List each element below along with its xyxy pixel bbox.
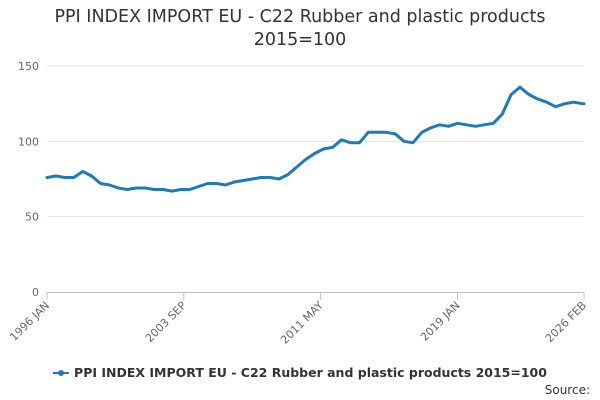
x-tick-label-1: 2003 SEP (143, 299, 189, 345)
chart-title-line-2: 2015=100 (253, 30, 347, 50)
y-tick-label-0: 0 (32, 286, 39, 299)
legend-label: PPI INDEX IMPORT EU - C22 Rubber and pla… (74, 365, 547, 380)
y-tick-label-2: 100 (18, 135, 39, 148)
legend[interactable]: PPI INDEX IMPORT EU - C22 Rubber and pla… (0, 365, 600, 380)
legend-swatch (53, 369, 70, 376)
y-tick-label-1: 50 (25, 211, 39, 224)
x-tick-label-4: 2026 FEB (543, 299, 589, 345)
chart-title-line-1: PPI INDEX IMPORT EU - C22 Rubber and pla… (54, 7, 546, 27)
source-label: Source: (544, 383, 590, 397)
y-tick-label-3: 150 (18, 60, 39, 73)
x-tick-label-0: 1996 JAN (7, 299, 52, 344)
chart-title: PPI INDEX IMPORT EU - C22 Rubber and pla… (0, 6, 600, 52)
x-tick-label-2: 2011 MAY (278, 299, 326, 347)
series-line-0 (45, 85, 586, 193)
x-tick-label-3: 2019 JAN (418, 299, 463, 344)
